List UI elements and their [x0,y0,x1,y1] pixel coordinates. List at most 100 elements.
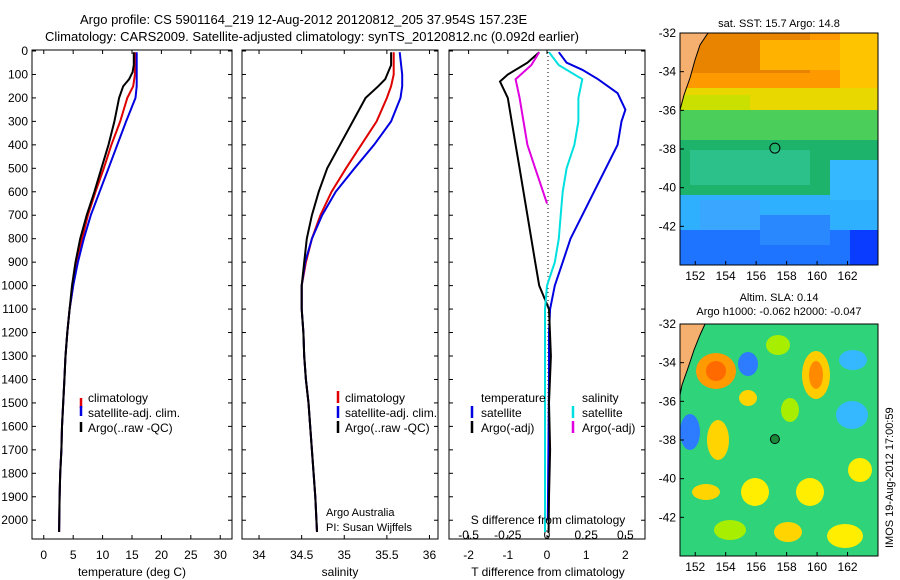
lon-tick-label: 158 [777,269,797,283]
depth-tick-label: 1200 [1,326,28,340]
imos-credit: IMOS 19-Aug-2012 17:00:59 [884,407,896,548]
depth-tick-label: 1400 [1,372,28,386]
lat-tick-label: -40 [659,181,677,195]
x-tick-label: 2 [622,548,629,562]
legend-satellite: satellite-adj. clim. [345,406,437,420]
legend-s-argo: Argo(-adj) [582,421,635,435]
temperature-xlabel: temperature (deg C) [78,565,186,579]
lat-tick-label: -40 [659,472,677,486]
salinity-lines [300,52,404,533]
header-line1: Argo profile: CS 5901164_219 12-Aug-2012… [80,12,528,27]
salinity-panel: 34 34.5 35 35.5 36 salinity climatology sate… [241,49,439,579]
lon-tick-label: 156 [746,560,766,574]
sst-map-ticks: 152 154 156 158 160 162 -32 -34 -36 -38 -40 -42 [659,26,858,283]
x-tick-label: 34.5 [290,548,314,562]
sst-map-title: sat. SST: 15.7 Argo: 14.8 [718,18,840,30]
series-argo-raw-qc- [58,52,135,533]
difference-legend: temperature satellite Argo(-adj) salinit… [470,391,635,435]
s-tick-label: 0.25 [575,528,599,542]
legend-argo: Argo(..raw -QC) [88,421,173,435]
series-t-satellite [546,51,627,521]
depth-tick-label: 400 [8,138,28,152]
salinity-xlabel: salinity [322,565,359,579]
depth-tick-label: 1700 [1,443,28,457]
lon-tick-label: 160 [807,560,827,574]
lon-tick-label: 158 [777,560,797,574]
depth-tick-label: 1500 [1,396,28,410]
lon-tick-label: 162 [838,560,858,574]
lon-tick-label: 154 [716,269,736,283]
temperature-legend: climatology satellite-adj. clim. Argo(..… [79,391,180,435]
coastline [680,324,706,396]
legend-s-satellite: satellite [582,406,623,420]
s-tick-label: -0.5 [458,528,479,542]
s-tick-label: 0 [544,528,551,542]
legend-argo: Argo(..raw -QC) [345,421,430,435]
depth-tick-label: 2000 [1,513,28,527]
depth-tick-label: 900 [8,255,28,269]
difference-lines [498,51,627,533]
sla-map-title1: Altim. SLA: 0.14 [740,292,819,304]
depth-tick-label: 100 [8,67,28,81]
x-tick-label: 0 [40,548,47,562]
depth-tick-label: 500 [8,161,28,175]
lat-tick-label: -36 [659,394,677,408]
salinity-legend: climatology satellite-adj. clim. Argo(..… [336,391,437,435]
legend-climatology: climatology [88,391,148,405]
legend-title-salinity: salinity [582,391,619,405]
x-tick-label: 10 [96,548,110,562]
depth-ticks: 0 100 200 300 400 500 600 700 800 900 1000 1100 1200… [1,44,28,527]
x-tick-label: 0 [544,548,551,562]
difference-ticks: -2 -1 0 1 2 -0.5 -0.25 0 0.25 0.5 [449,50,645,562]
legend-satellite: satellite-adj. clim. [88,406,180,420]
s-diff-xlabel: S difference from climatology [471,513,626,527]
x-tick-label: 34 [252,548,266,562]
x-tick-label: 35 [338,548,352,562]
coastline [680,33,709,111]
header-line2: Climatology: CARS2009. Satellite-adjuste… [45,29,579,44]
land-mask [680,33,708,110]
credit-line1: Argo Australia [326,507,395,519]
legend-climatology: climatology [345,391,405,405]
lat-tick-label: -42 [659,510,677,524]
lon-tick-label: 156 [746,269,766,283]
depth-tick-label: 800 [8,232,28,246]
temperature-ticks: 0 5 10 15 20 25 30 [32,50,232,562]
depth-tick-label: 200 [8,91,28,105]
t-diff-xlabel: T difference from climatology [471,565,625,579]
s-tick-label: -0.25 [494,528,522,542]
lon-tick-label: 154 [716,560,736,574]
x-tick-label: -2 [463,548,474,562]
lon-tick-label: 160 [807,269,827,283]
lat-tick-label: -38 [659,142,677,156]
legend-t-satellite: satellite [481,406,522,420]
temperature-axes [31,49,233,540]
lat-tick-label: -32 [659,26,677,40]
temperature-panel: 0 5 10 15 20 25 30 0 100 200 300 400 500 600 700 800 90… [1,44,233,579]
s-tick-label: 0.5 [617,528,634,542]
salinity-ticks: 34 34.5 35 35.5 36 [242,50,438,562]
x-tick-label: 1 [583,548,590,562]
series-s-argo-adj- [514,51,548,204]
depth-tick-label: 700 [8,208,28,222]
difference-panel: -2 -1 0 1 2 -0.5 -0.25 0 0.25 0.5 S difference fr… [448,49,646,579]
x-tick-label: 5 [70,548,77,562]
temperature-lines [58,52,138,533]
x-tick-label: 35.5 [375,548,399,562]
argo-position-marker [769,142,781,154]
x-tick-label: 15 [125,548,139,562]
land-mask [680,324,705,395]
lat-tick-label: -34 [659,356,677,370]
depth-tick-label: 1800 [1,466,28,480]
depth-tick-label: 1300 [1,349,28,363]
depth-tick-label: 600 [8,185,28,199]
depth-tick-label: 1900 [1,490,28,504]
x-tick-label: 25 [184,548,198,562]
x-tick-label: 30 [214,548,228,562]
depth-tick-label: 1000 [1,279,28,293]
lon-tick-label: 152 [685,269,705,283]
sla-map: Altim. SLA: 0.14 Argo h1000: -0.062 h200… [659,292,879,574]
depth-tick-label: 300 [8,114,28,128]
series-s-satellite [544,51,584,532]
